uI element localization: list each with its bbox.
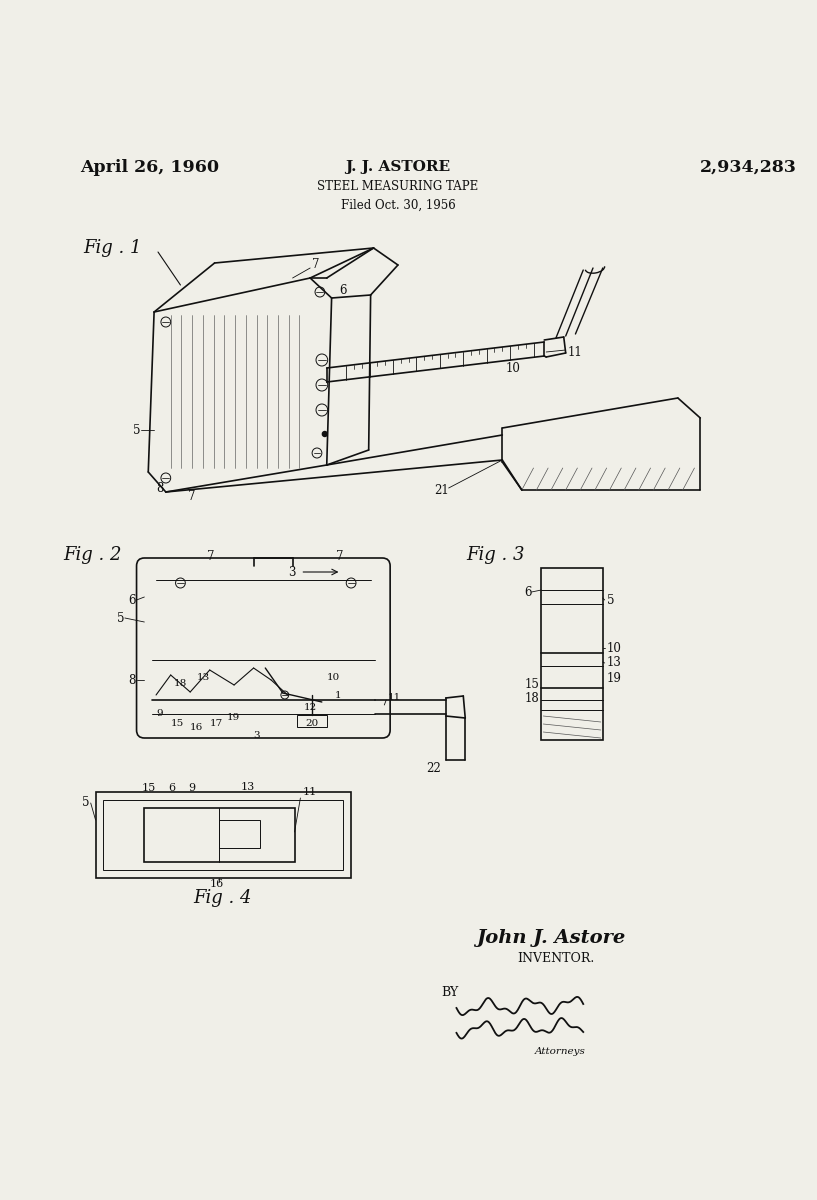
Text: 3: 3 (288, 565, 295, 578)
Text: 2,934,283: 2,934,283 (700, 158, 797, 175)
Text: Fig . 3: Fig . 3 (467, 546, 525, 564)
Text: 16: 16 (210, 878, 224, 889)
Text: 15: 15 (525, 678, 539, 691)
Bar (96, 792, 351, 878)
Text: 8: 8 (129, 673, 136, 686)
Text: 10: 10 (607, 642, 622, 654)
Text: 17: 17 (210, 719, 223, 727)
Text: Filed Oct. 30, 1956: Filed Oct. 30, 1956 (341, 198, 455, 211)
Text: John J. Astore: John J. Astore (476, 929, 625, 947)
Text: 7: 7 (207, 551, 214, 564)
Text: 15: 15 (171, 719, 184, 727)
Text: 10: 10 (327, 673, 340, 683)
Bar (104, 800, 343, 870)
Text: 6: 6 (525, 586, 532, 599)
Text: 6: 6 (339, 283, 347, 296)
Circle shape (323, 432, 328, 437)
Text: 12: 12 (303, 703, 316, 713)
Text: 19: 19 (607, 672, 622, 684)
Text: 19: 19 (227, 714, 240, 722)
Text: 22: 22 (426, 762, 441, 774)
Text: STEEL MEASURING TAPE: STEEL MEASURING TAPE (317, 180, 479, 193)
Text: 11: 11 (568, 346, 583, 359)
Text: 3: 3 (253, 732, 260, 740)
Text: 18: 18 (173, 678, 187, 688)
Text: 21: 21 (434, 484, 449, 497)
Text: April 26, 1960: April 26, 1960 (80, 158, 219, 175)
Text: 6: 6 (129, 594, 136, 606)
Text: 1: 1 (334, 691, 342, 701)
Bar (542, 568, 603, 740)
Text: 8: 8 (156, 481, 163, 494)
Text: Fig . 1: Fig . 1 (83, 239, 141, 257)
Text: J. J. ASTORE: J. J. ASTORE (346, 160, 450, 174)
Text: 13: 13 (241, 782, 255, 792)
Text: Fig . 4: Fig . 4 (193, 889, 252, 907)
Text: 9: 9 (156, 709, 163, 719)
Bar (297, 715, 327, 727)
Text: 20: 20 (306, 719, 319, 727)
Text: 7: 7 (337, 551, 344, 564)
Bar (145, 808, 295, 862)
Text: Attorneys: Attorneys (534, 1048, 585, 1056)
Text: 11: 11 (302, 787, 317, 797)
Text: Fig . 2: Fig . 2 (64, 546, 122, 564)
Text: 16: 16 (190, 724, 203, 732)
Text: BY: BY (441, 986, 458, 1000)
Text: 10: 10 (505, 361, 520, 374)
Text: 7: 7 (312, 258, 319, 270)
Text: 5: 5 (82, 796, 89, 809)
Bar (220, 820, 261, 848)
Text: 18: 18 (525, 691, 539, 704)
Text: 7: 7 (188, 490, 196, 503)
Text: 9: 9 (188, 782, 195, 793)
Text: 5: 5 (132, 424, 141, 437)
Text: 6: 6 (167, 782, 175, 793)
Text: 15: 15 (141, 782, 156, 793)
Text: 11: 11 (388, 694, 401, 702)
Text: 13: 13 (197, 673, 210, 683)
Text: INVENTOR.: INVENTOR. (517, 952, 594, 965)
Text: 5: 5 (607, 594, 614, 606)
Text: 13: 13 (607, 656, 622, 670)
Text: 5: 5 (117, 612, 124, 624)
